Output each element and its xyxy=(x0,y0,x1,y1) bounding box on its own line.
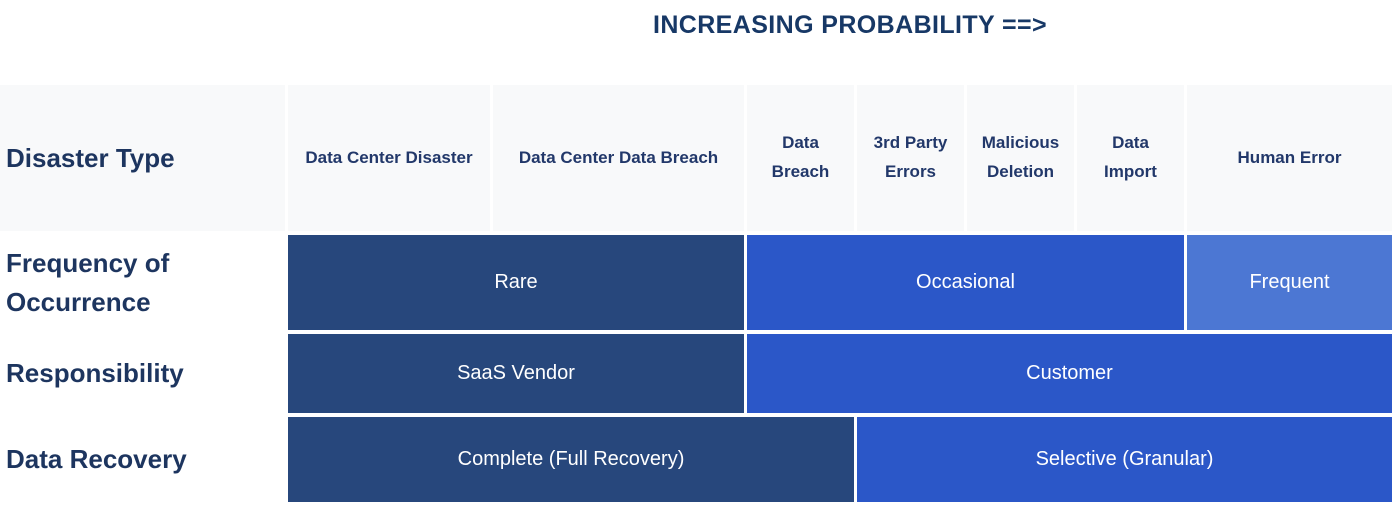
page-title: INCREASING PROBABILITY ==> xyxy=(652,11,1048,39)
column-header-human-error: Human Error xyxy=(1187,85,1392,231)
cell-frequency-frequent: Frequent xyxy=(1187,235,1392,330)
cell-recovery-selective: Selective (Granular) xyxy=(857,417,1392,502)
cell-frequency-occasional: Occasional xyxy=(747,235,1184,330)
column-header-3rd-party-errors: 3rd Party Errors xyxy=(857,85,964,231)
cell-responsibility-saas-vendor: SaaS Vendor xyxy=(288,334,744,413)
column-header-data-center-data-breach: Data Center Data Breach xyxy=(493,85,744,231)
cell-recovery-complete: Complete (Full Recovery) xyxy=(288,417,854,502)
row-label-responsibility: Responsibility xyxy=(0,334,285,413)
column-header-data-center-disaster: Data Center Disaster xyxy=(288,85,490,231)
cell-responsibility-customer: Customer xyxy=(747,334,1392,413)
row-label-frequency-of-occurrence: Frequency of Occurrence xyxy=(0,235,285,330)
column-header-malicious-deletion: Malicious Deletion xyxy=(967,85,1074,231)
column-header-data-import: Data Import xyxy=(1077,85,1184,231)
column-header-disaster-type: Disaster Type xyxy=(0,85,285,231)
disaster-recovery-matrix: Disaster Type Data Center Disaster Data … xyxy=(0,85,1392,502)
column-header-data-breach: Data Breach xyxy=(747,85,854,231)
cell-frequency-rare: Rare xyxy=(288,235,744,330)
row-label-data-recovery: Data Recovery xyxy=(0,417,285,502)
